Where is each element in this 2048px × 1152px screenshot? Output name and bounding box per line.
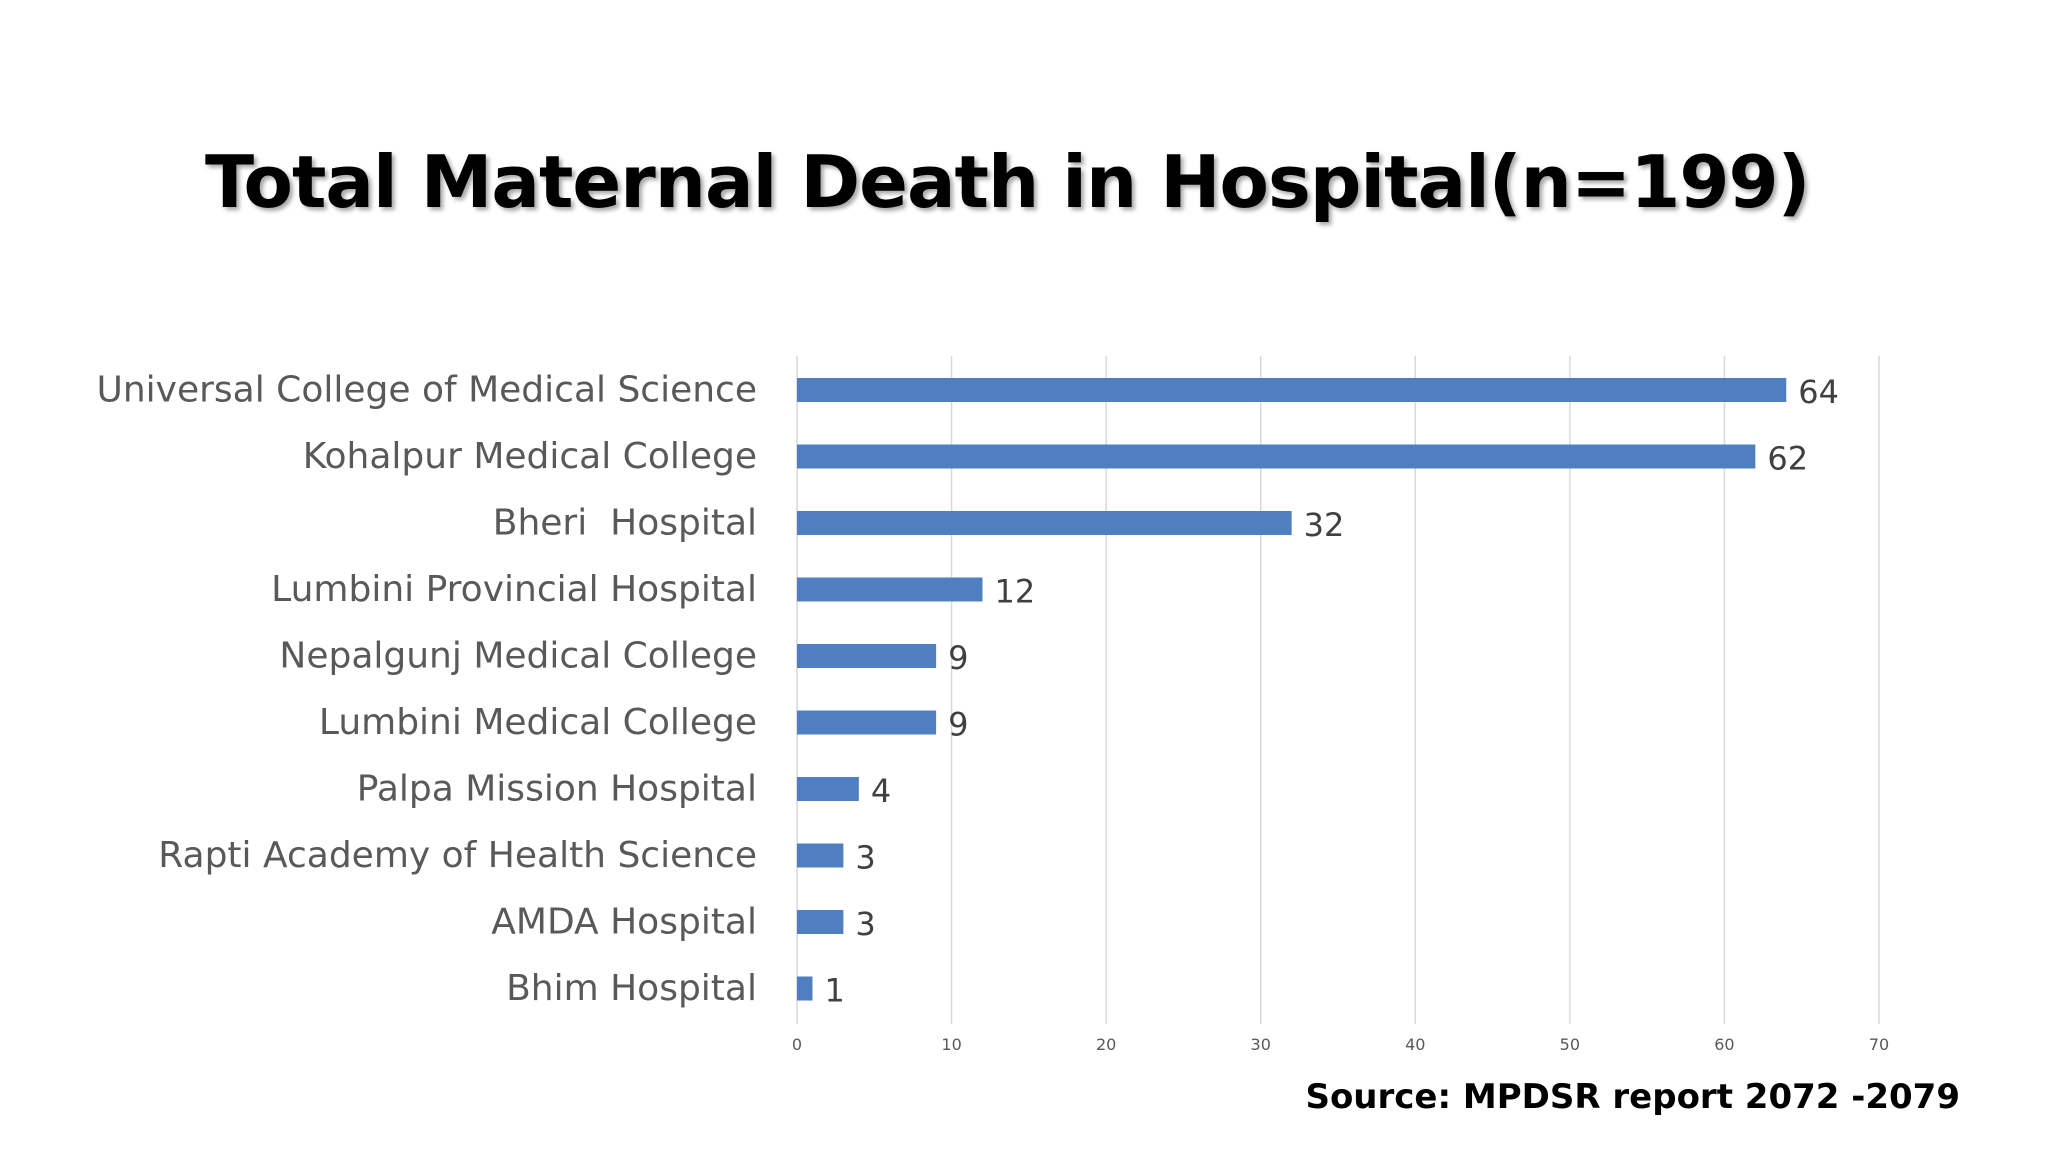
category-label: Universal College of Medical Science: [97, 370, 758, 411]
bar: [797, 378, 1787, 402]
x-tick-label: 50: [1560, 1035, 1580, 1054]
data-label: 62: [1767, 440, 1808, 478]
category-label: Lumbini Medical College: [319, 702, 757, 743]
category-label: Rapti Academy of Health Science: [158, 835, 757, 876]
category-label: AMDA Hospital: [491, 902, 757, 943]
x-tick-label: 30: [1251, 1035, 1271, 1054]
x-tick-label: 60: [1714, 1035, 1734, 1054]
category-label: Kohalpur Medical College: [303, 436, 757, 477]
data-label: 64: [1798, 373, 1839, 411]
data-label: 12: [994, 573, 1035, 611]
category-label: Lumbini Provincial Hospital: [271, 569, 757, 610]
data-label: 9: [948, 639, 968, 677]
data-label: 32: [1304, 506, 1345, 544]
bar: [797, 710, 937, 735]
bar: [797, 777, 859, 801]
x-axis-ticks: 0 10 20 30 40 50 60 70: [792, 1035, 1889, 1054]
bar: [797, 577, 983, 602]
bar: [797, 843, 844, 868]
data-label: 3: [855, 839, 875, 877]
bars: [797, 378, 1787, 1001]
data-label: 4: [871, 772, 891, 810]
category-label: Nepalgunj Medical College: [279, 636, 757, 677]
data-label: 9: [948, 706, 968, 744]
data-label: 1: [824, 972, 844, 1010]
data-label: 3: [855, 905, 875, 943]
category-label: Bhim Hospital: [506, 968, 757, 1009]
bar: [797, 910, 844, 934]
category-label: Bheri Hospital: [493, 503, 757, 544]
category-labels: Universal College of Medical Science Koha…: [97, 370, 758, 1010]
bar: [797, 511, 1292, 535]
bar: [797, 444, 1756, 469]
x-tick-label: 0: [792, 1035, 802, 1054]
x-tick-label: 40: [1405, 1035, 1425, 1054]
bar: [797, 976, 813, 1001]
x-tick-label: 20: [1096, 1035, 1116, 1054]
bar: [797, 644, 937, 668]
category-label: Palpa Mission Hospital: [357, 769, 757, 810]
x-tick-label: 10: [941, 1035, 961, 1054]
source-note: Source: MPDSR report 2072 -2079: [1305, 1077, 1960, 1117]
x-tick-label: 70: [1869, 1035, 1889, 1054]
slide-title: Total Maternal Death in Hospital(n=199): [205, 140, 1810, 224]
